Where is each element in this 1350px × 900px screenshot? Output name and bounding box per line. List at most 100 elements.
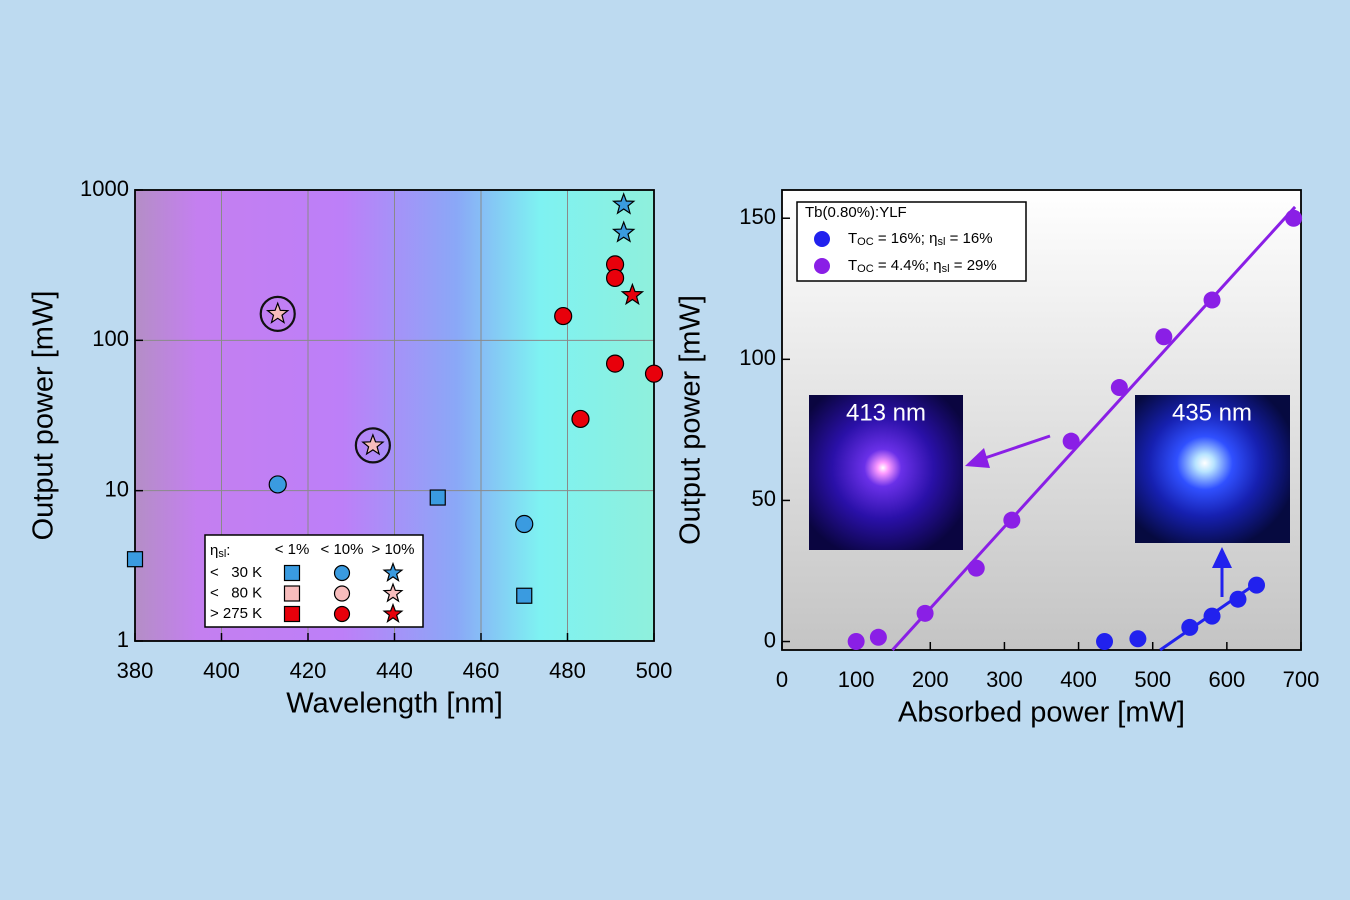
inset-label: 413 nm [846,399,926,426]
marker-circle [571,409,590,429]
point [1248,576,1266,594]
marker-star [611,220,636,243]
plot-frame [134,189,655,642]
x-tick-label: 0 [776,667,788,692]
marker-star [620,282,645,306]
subscript: sl [218,548,226,560]
point [869,628,887,646]
text-part: T [848,257,857,274]
subscript: sl [937,236,945,248]
marker-circle [333,564,351,582]
subscript: OC [857,263,874,275]
marker-square [429,489,446,506]
marker-star [265,301,290,324]
point [916,604,934,622]
point [1003,511,1021,529]
marker-square [283,585,301,602]
inset-label: 435 nm [1172,399,1252,426]
text-part: = 16%; η [874,230,938,247]
marker-circle [268,475,287,494]
x-tick-label: 200 [912,667,949,692]
x-tick-label: 440 [376,658,413,683]
x-tick-label: 400 [203,658,240,683]
x-tick-label: 420 [290,658,327,683]
arrow-head [965,448,990,468]
x-tick-label: 500 [1134,667,1171,692]
x-axis-label: Absorbed power [mW] [898,697,1185,729]
point [1203,291,1221,309]
marker-square [516,587,533,604]
legend-column: < 10% [321,541,364,558]
highlight-ring [259,295,296,332]
point [1062,432,1080,450]
legend-label: TOC = 4.4%; ηsl = 29% [848,257,997,275]
marker-square [126,551,144,568]
y-axis-label: Output power [mW] [675,295,707,545]
x-tick-label: 480 [549,658,586,683]
marker-circle [605,354,625,373]
marker-star [611,192,636,215]
marker-circle [333,585,351,602]
point [967,559,985,577]
text-part: η [210,542,218,559]
marker-circle [644,364,664,383]
point [1096,633,1114,651]
point [1229,590,1247,608]
point [1110,379,1128,397]
marker-circle [605,268,625,288]
inset-image [1135,395,1290,543]
point [1181,618,1199,636]
y-tick-label: 100 [739,345,776,370]
text-part: = 16% [945,230,992,247]
point [1155,328,1173,346]
subscript: OC [857,236,874,248]
legend-marker [814,231,830,247]
point [1203,607,1221,625]
legend-label: ηsl: [210,542,230,560]
y-tick-label: 0 [764,627,776,652]
marker-circle [333,605,351,623]
marker-circle [515,514,534,534]
point [1285,209,1303,227]
marker-circle [554,306,573,326]
marker-star [361,433,385,456]
text-part: = 29% [950,257,997,274]
y-axis-label: Output power [mW] [28,291,60,541]
x-tick-label: 380 [117,658,154,683]
highlight-ring [354,427,391,464]
legend-title: Tb(0.80%):YLF [805,204,907,221]
y-tick-label: 50 [752,486,776,511]
marker-star [382,582,404,603]
marker-star [382,561,404,583]
text-part: = 4.4%; η [874,257,942,274]
x-tick-label: 400 [1060,667,1097,692]
y-tick-label: 150 [739,204,776,229]
x-tick-label: 300 [986,667,1023,692]
legend-box [796,201,1027,282]
legend-row: < 30 K [210,564,262,581]
text-part: : [226,542,230,559]
point [847,633,865,651]
legend-label: TOC = 16%; ηsl = 16% [848,230,993,248]
legend-row: < 80 K [210,584,262,601]
text-part: T [848,230,857,247]
x-tick-label: 600 [1208,667,1245,692]
x-tick-label: 700 [1283,667,1320,692]
legend-column: > 10% [372,541,415,558]
marker-square [283,564,301,582]
y-tick-label: 1 [117,627,129,652]
x-axis-label: Wavelength [nm] [286,688,503,720]
plot-frame [781,189,1302,651]
y-tick-label: 100 [92,326,129,351]
legend-row: > 275 K [210,605,262,622]
y-tick-label: 10 [105,476,129,501]
legend-column: < 1% [275,541,310,558]
point [1129,630,1147,648]
arrow-head [1212,547,1232,568]
marker-square [283,605,301,623]
subscript: sl [942,263,950,275]
marker-star [382,602,404,624]
legend-marker [814,258,830,274]
